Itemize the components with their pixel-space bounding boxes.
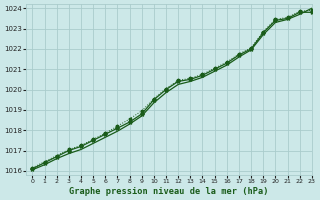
X-axis label: Graphe pression niveau de la mer (hPa): Graphe pression niveau de la mer (hPa) [69, 187, 269, 196]
